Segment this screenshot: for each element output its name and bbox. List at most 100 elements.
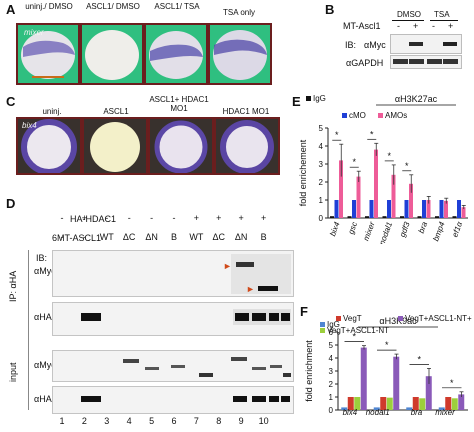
ha-hdac1-sign-lane9: + (238, 213, 244, 223)
panel-label-e: E (292, 94, 301, 109)
lane-number-8: 8 (216, 416, 222, 426)
x-tick-label-bra: bra (411, 408, 423, 417)
group-line-dmso (392, 20, 424, 21)
ha-hdac1-sign-lane2: + (81, 213, 88, 223)
x-tick-label-nodal1: nodal1 (377, 221, 394, 244)
band-b-lane2 (409, 42, 423, 46)
bar-amos-gsc (356, 176, 361, 218)
bar-vegt-ascl1-nt-bra (419, 398, 426, 410)
panel-label-d: D (6, 196, 16, 211)
bar-cmo-gsc (352, 200, 356, 218)
chart-title: αH3K27ac (395, 94, 438, 104)
bar-igg-nodal1 (373, 407, 380, 410)
significance-mark: * (450, 378, 454, 388)
bar-vegt-ascl1-nt-nodal1 (386, 397, 393, 410)
bar-igg-nodal1 (382, 216, 387, 218)
bar-cmo-bmp4 (439, 200, 444, 218)
ha-hdac1-sign-lane8: + (216, 213, 222, 223)
ascl1-variant-lane2: - (82, 232, 86, 242)
arrow-icon-lane7: ► (223, 261, 232, 271)
y-tick-label: 5 (329, 341, 334, 350)
legend-swatch-vegt (336, 316, 341, 321)
bar-vegt-ascl1-nt-tsa-bra (425, 376, 432, 410)
lane-number-4: 4 (126, 416, 132, 426)
row-label-ha-hdac1: HA-HDAC1 (70, 214, 117, 224)
y-tick-label: 0 (329, 406, 334, 415)
y-tick-label: 1 (319, 196, 324, 205)
ascl1-variant-lane1: - (60, 232, 64, 242)
x-tick-label-mixer: mixer (361, 220, 376, 242)
bar-vegt-bra (412, 397, 419, 410)
bar-vegt-ascl1-nt-mixer (451, 398, 458, 410)
ip-label-text: IP: αHA (8, 270, 18, 302)
blot-agapdh-b (390, 55, 462, 69)
x-tick-label-gsc: gsc (346, 221, 359, 236)
condition-label-c3: ASCL1+ HDAC1 MO1 (149, 95, 209, 113)
y-tick-label: 2 (319, 178, 324, 187)
legend-swatch-amos (378, 113, 383, 118)
bar-igg-gsc (347, 216, 352, 218)
lane-number-5: 5 (149, 416, 155, 426)
blot-d-ip-amyc: ► ► (52, 250, 294, 297)
embryo-image-c2 (82, 117, 148, 175)
sign-b4: + (448, 21, 454, 31)
legend-swatch-vegt-ascl1-nt (320, 328, 325, 333)
legend-label-amos: AMOs (385, 111, 407, 120)
bar-cmo-mixer (369, 200, 374, 218)
sign-b3: - (432, 21, 435, 31)
panel-label-f: F (300, 304, 308, 319)
embryo-image-c1 (16, 117, 82, 175)
band-b-lane4 (443, 42, 457, 46)
bar-igg-mixer (365, 216, 369, 218)
sign-b2: + (413, 21, 419, 31)
group-label-dmso: DMSO (397, 10, 421, 19)
lane-number-2: 2 (81, 416, 87, 426)
embryo-image-a3 (144, 23, 208, 85)
legend-swatch-igg (320, 322, 325, 327)
embryo-image-a1 (16, 23, 80, 85)
blot-d-ip-aha (52, 302, 294, 336)
bar-vegt-ascl1-nt-bix4 (354, 397, 361, 410)
significance-mark: * (335, 130, 339, 140)
bar-vegt-nodal1 (380, 397, 387, 410)
blot-d-input-aha (52, 386, 294, 414)
bar-amos-bmp4 (444, 200, 448, 218)
bar-amos-bra (426, 200, 431, 218)
band-d-lane8 (258, 286, 278, 291)
significance-mark: * (352, 332, 356, 342)
band-d-lane7 (236, 262, 254, 267)
ib-label-b: IB: (345, 40, 357, 50)
condition-label-a2: ASCL1/ DMSO (86, 2, 140, 11)
significance-mark: * (352, 157, 356, 167)
x-tick-label-nodal1: nodal1 (366, 408, 390, 417)
input-side-label: input (8, 352, 20, 392)
ha-hdac1-sign-lane4: - (127, 213, 131, 223)
x-tick-label-ef1-: ef1α (450, 220, 464, 238)
ha-hdac1-sign-lane1: - (60, 213, 64, 223)
ha-hdac1-sign-lane7: + (193, 213, 200, 223)
bar-amos-bix4 (339, 160, 343, 218)
condition-label-c2: ASCL1 (103, 107, 129, 116)
bar-cmo-ef1- (457, 200, 461, 218)
ha-hdac1-sign-row: - + - - - - + + + + (52, 213, 292, 225)
arrow-icon-lane8: ► (246, 284, 255, 294)
x-tick-label-mixer: mixer (435, 408, 455, 417)
y-tick-label: 0 (319, 214, 324, 223)
side-divider (28, 250, 29, 410)
ha-hdac1-sign-lane3: - (105, 213, 109, 223)
inset-gene-label-a: mixer (24, 28, 44, 37)
ha-hdac1-sign-lane6: - (172, 213, 176, 223)
bar-vegt-ascl1-nt-tsa-mixer (458, 394, 465, 410)
legend-label-vegt-ascl1-nt: VegT+ASCL1-NT (327, 326, 389, 335)
legend-label-vegt: VegT (343, 314, 362, 323)
panel-label-c: C (6, 94, 16, 109)
x-tick-label-bra: bra (417, 220, 430, 234)
legend-swatch-cmo (342, 113, 347, 118)
group-label-tsa: TSA (434, 10, 450, 19)
condition-label-a3: ASCL1/ TSA (154, 2, 200, 11)
ascl1-variant-lane5: ΔN (145, 232, 158, 242)
bar-igg-bra (417, 216, 422, 218)
blot-label-d-aha-input: αHA (34, 394, 52, 404)
ascl1-variant-lane7: WT (189, 232, 204, 242)
